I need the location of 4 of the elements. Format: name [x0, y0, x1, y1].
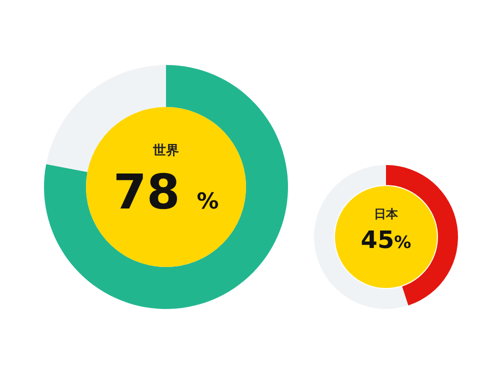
- text: 45%: [360, 226, 412, 254]
- text: 78 %: [113, 164, 219, 221]
- text: 世界: [152, 144, 179, 159]
- text: 日本: [374, 206, 399, 221]
